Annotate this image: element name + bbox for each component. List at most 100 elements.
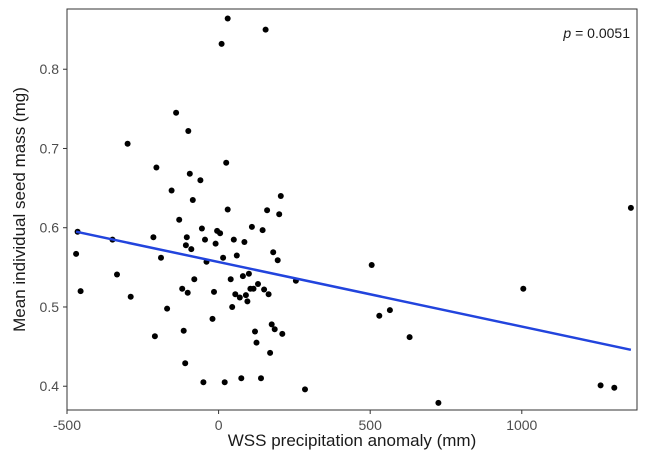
data-point [189,197,196,203]
y-tick-label: 0.6 [40,220,60,236]
data-point [150,234,157,241]
data-point [224,206,231,213]
data-point [271,326,278,333]
y-tick-label: 0.4 [40,378,60,394]
data-point [241,239,248,245]
data-point [276,211,283,218]
data-point [238,375,245,382]
data-point [406,334,413,341]
data-point [262,26,269,33]
data-point [268,321,275,328]
p-value-text: = 0.0051 [571,25,630,41]
data-point [597,382,604,389]
data-point [244,298,251,305]
data-point [173,109,180,116]
data-point [302,386,308,393]
data-point [182,242,189,249]
data-point [261,286,268,293]
data-point [233,252,240,259]
data-point [198,225,205,232]
plot-panel-border [66,8,638,411]
data-point [188,246,195,253]
data-point [232,291,239,298]
data-point [386,307,393,314]
data-point [158,254,164,261]
data-point [279,330,286,337]
data-point [220,254,227,261]
data-point [186,170,193,177]
data-point [435,399,442,406]
data-points-group [73,15,634,406]
data-point [255,281,261,287]
data-point [277,193,284,199]
data-point [202,236,208,243]
data-point [218,40,225,47]
x-tick-label: 500 [359,417,383,433]
x-tick-label: -500 [53,417,81,433]
data-point [230,236,237,243]
p-value-symbol: p [562,25,571,41]
p-value-annotation: p = 0.0051 [562,25,630,41]
data-point [239,273,246,280]
data-point [182,360,189,367]
y-tick-label: 0.8 [40,61,60,77]
data-point [368,262,375,268]
data-point [252,328,258,335]
data-point [270,249,277,256]
data-point [168,187,175,194]
x-axis-title: WSS precipitation anomaly (mm) [228,431,476,450]
data-point [224,15,231,22]
x-tick-label: 1000 [506,417,537,433]
data-point [151,333,158,340]
data-point [248,223,255,230]
data-point [245,270,252,277]
data-point [73,250,80,257]
data-point [114,271,120,278]
data-point [627,204,634,211]
data-point [227,276,234,283]
data-point [264,207,271,214]
data-point [611,384,618,391]
data-point [212,240,219,247]
y-tick-label: 0.5 [40,299,60,315]
data-point [191,276,198,283]
data-point [127,293,134,300]
data-point [184,289,191,296]
data-point [274,257,281,264]
data-point [253,339,260,346]
x-tick-label: 0 [215,417,223,433]
data-point [520,285,527,292]
data-point [176,216,183,223]
data-point [267,349,274,356]
data-point [124,140,131,147]
data-point [185,128,192,134]
data-point [265,291,272,298]
data-point [376,312,383,319]
data-point [236,294,243,301]
data-point [242,292,249,299]
data-point [153,164,160,171]
data-point [209,315,216,322]
data-point [250,285,257,292]
data-point [197,177,204,184]
data-point [258,375,264,382]
data-point [164,305,171,312]
y-tick-label: 0.7 [40,140,60,156]
data-point [217,230,224,237]
y-axis-ticks: 0.4 0.5 0.6 0.7 0.8 [40,61,67,394]
data-point [221,379,228,386]
x-axis-ticks: -500 0 500 1000 [53,410,538,433]
data-point [77,288,84,295]
y-axis-title: Mean individual seed mass (mg) [10,87,29,332]
data-point [211,288,217,295]
data-point [229,304,236,310]
data-point [259,227,266,234]
data-point [180,327,187,334]
data-point [179,285,186,292]
data-point [183,234,190,241]
data-point [200,379,207,386]
data-point [223,159,230,166]
regression-line [75,230,632,352]
